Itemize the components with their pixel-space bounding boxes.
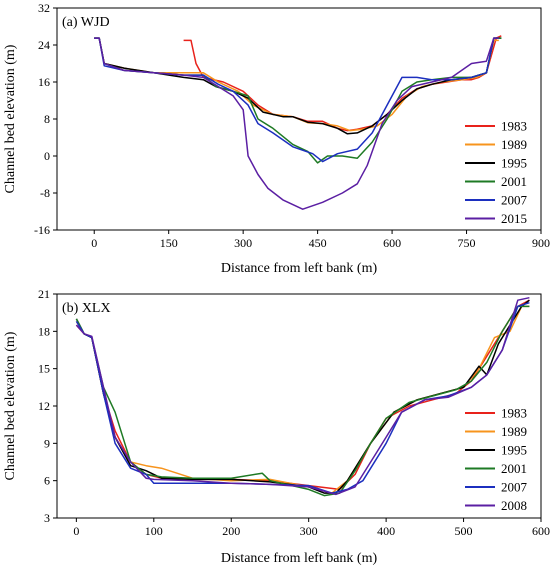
legend-label-2007: 2007 xyxy=(501,193,528,208)
x-tick-label: 400 xyxy=(377,524,395,538)
panel-a: (a) WJD 0 150 300 450 600 750 900 -16 -8 0 8 16 24 3… xyxy=(3,1,550,276)
x-tick-label: 600 xyxy=(532,524,550,538)
panel-a-y-axis-label: Channel bed elevation (m) xyxy=(3,44,18,193)
panel-a-y-ticks: -16 -8 0 8 16 24 32 xyxy=(34,1,57,237)
panel-b-y-ticks: 3 6 9 12 15 18 21 xyxy=(38,287,57,525)
x-tick-label: 0 xyxy=(73,524,79,538)
panel-b-series-group xyxy=(75,296,530,497)
panel-a-legend: 1983 1989 1995 2001 2007 2015 xyxy=(465,119,528,226)
legend-label-1983: 1983 xyxy=(501,406,527,421)
panel-a-label: (a) WJD xyxy=(62,15,110,30)
x-tick-label: 300 xyxy=(300,524,318,538)
y-tick-label: -8 xyxy=(40,186,50,200)
x-tick-label: 300 xyxy=(234,236,252,250)
legend-label-1995: 1995 xyxy=(501,156,527,171)
x-tick-label: 500 xyxy=(455,524,473,538)
legend-label-1989: 1989 xyxy=(501,137,527,152)
x-tick-label: 900 xyxy=(532,236,550,250)
legend-label-1983: 1983 xyxy=(501,119,527,134)
y-tick-label: 15 xyxy=(38,362,50,376)
panel-a-x-axis-label: Distance from left bank (m) xyxy=(221,261,378,276)
legend-label-2001: 2001 xyxy=(501,174,527,189)
y-tick-label: 0 xyxy=(44,149,50,163)
panel-a-x-ticks: 0 150 300 450 600 750 900 xyxy=(91,230,550,250)
y-tick-label: 24 xyxy=(38,38,50,52)
x-tick-label: 750 xyxy=(458,236,476,250)
y-tick-label: 9 xyxy=(44,436,50,450)
panel-b: (b) XLX 0 100 200 300 400 500 600 36912151821 … xyxy=(3,287,550,566)
x-tick-label: 0 xyxy=(91,236,97,250)
series-line-1983 xyxy=(183,35,502,132)
y-tick-label: 32 xyxy=(38,1,50,15)
series-line-2001 xyxy=(75,305,530,497)
panel-b-x-ticks: 0 100 200 300 400 500 600 xyxy=(73,518,550,538)
panel-b-x-axis-label: Distance from left bank (m) xyxy=(221,551,378,566)
series-line-2015 xyxy=(94,37,499,210)
series-line-2008 xyxy=(75,296,530,496)
x-tick-label: 600 xyxy=(383,236,401,250)
series-line-1989 xyxy=(75,305,530,494)
series-line-1995 xyxy=(94,37,502,135)
series-line-1989 xyxy=(94,37,499,132)
panel-b-legend: 1983 1989 1995 2001 2007 2008 xyxy=(465,406,528,513)
legend-label-2015: 2015 xyxy=(501,211,527,226)
y-tick-label: 6 xyxy=(44,474,50,488)
legend-label-2001: 2001 xyxy=(501,461,527,476)
x-tick-label: 450 xyxy=(309,236,327,250)
series-line-2001 xyxy=(94,37,502,164)
panel-a-series-group xyxy=(94,35,502,210)
y-tick-label: 18 xyxy=(38,324,50,338)
x-tick-label: 200 xyxy=(222,524,240,538)
legend-label-1995: 1995 xyxy=(501,443,527,458)
y-tick-label: 3 xyxy=(44,511,50,525)
y-tick-label: 21 xyxy=(38,287,50,301)
y-tick-label: 16 xyxy=(38,75,50,89)
series-line-1995 xyxy=(75,299,530,494)
panel-b-y-axis-label: Channel bed elevation (m) xyxy=(3,331,18,480)
y-tick-label: -16 xyxy=(34,223,50,237)
x-tick-label: 100 xyxy=(145,524,163,538)
legend-label-2008: 2008 xyxy=(501,498,527,513)
legend-label-2007: 2007 xyxy=(501,480,528,495)
series-line-1983 xyxy=(75,299,530,491)
y-tick-label: 12 xyxy=(38,399,50,413)
y-tick-label: 8 xyxy=(44,112,50,126)
x-tick-label: 150 xyxy=(160,236,178,250)
series-line-2007 xyxy=(94,37,499,163)
legend-label-1989: 1989 xyxy=(501,424,527,439)
panel-b-label: (b) XLX xyxy=(62,301,111,316)
